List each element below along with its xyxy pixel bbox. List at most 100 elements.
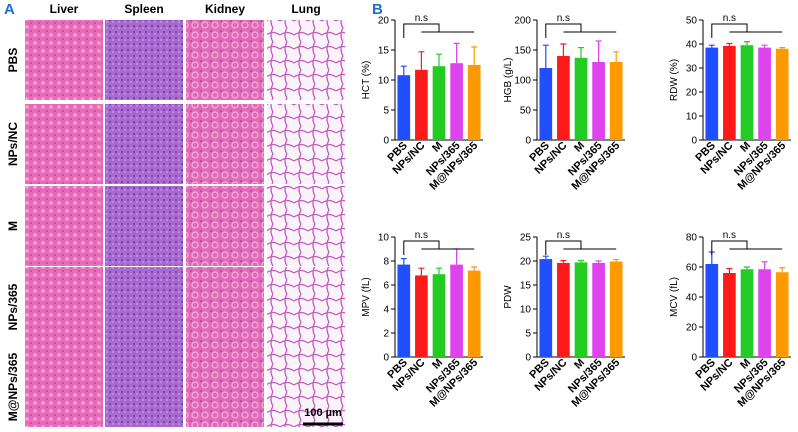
y-tick-label: 60: [686, 263, 698, 274]
bar: [723, 273, 736, 357]
y-tick-label: 10: [520, 305, 532, 316]
significance-label: n.s: [415, 230, 428, 241]
error-bar: [560, 259, 567, 263]
y-tick-label: 50: [686, 16, 698, 27]
histology-image: [267, 20, 345, 100]
error-bar: [560, 43, 567, 56]
error-bar: [542, 255, 549, 260]
error-bar: [779, 267, 786, 273]
bar: [758, 269, 771, 357]
error-bar: [595, 260, 602, 263]
panel-label: A: [4, 1, 15, 18]
error-bar: [471, 266, 478, 271]
column-label: Spleen: [124, 2, 163, 16]
y-axis-label: MPV (fL): [361, 277, 372, 316]
error-bar: [595, 40, 602, 62]
y-tick-label: 0: [525, 136, 531, 147]
row-label: M: [6, 221, 20, 231]
bar: [539, 68, 553, 140]
y-tick-label: 0: [691, 136, 697, 147]
y-tick-label: 100: [514, 76, 531, 87]
y-tick-label: 25: [520, 233, 532, 244]
significance-bracket: [403, 23, 475, 38]
column-label: Liver: [50, 2, 79, 16]
bar: [415, 275, 428, 357]
error-bar: [436, 267, 442, 275]
bar: [592, 62, 605, 140]
histology-image: [105, 20, 183, 100]
histology-image: [105, 347, 183, 427]
error-bar: [708, 44, 715, 48]
y-tick-label: 80: [686, 233, 698, 244]
histology-image: [267, 267, 345, 347]
histology-image: [186, 347, 264, 427]
significance-bracket: [403, 240, 475, 255]
error-bar: [400, 65, 407, 76]
error-bar: [613, 258, 620, 262]
y-tick-label: 6: [383, 281, 389, 292]
y-tick-label: 200: [514, 16, 531, 27]
y-tick-label: 2: [383, 329, 389, 340]
histology-image: [267, 347, 345, 427]
histology-image: [186, 267, 264, 347]
bar: [467, 65, 481, 140]
bar: [557, 262, 570, 357]
significance-bracket: [711, 240, 783, 255]
error-bar: [744, 41, 750, 46]
error-bar: [436, 53, 442, 67]
histology-image: [25, 20, 103, 100]
error-bar: [453, 42, 460, 64]
significance-bracket: [545, 240, 617, 255]
y-tick-label: 20: [686, 88, 698, 99]
histology-image: [186, 186, 264, 266]
histology-image: [25, 347, 103, 427]
error-bar: [400, 258, 407, 265]
error-bar: [613, 51, 620, 62]
histology-image: [25, 267, 103, 347]
y-axis-label: RDW (%): [669, 59, 680, 101]
column-label: Kidney: [205, 2, 245, 16]
scale-bar-label: 100 µm: [304, 407, 342, 419]
significance-bracket: [545, 23, 617, 38]
row-label: M@NPs/365: [6, 352, 20, 421]
histology-image: [186, 20, 264, 100]
histology-image: [105, 104, 183, 184]
histology-image: [267, 104, 345, 184]
bar: [432, 66, 446, 140]
y-tick-label: 40: [686, 40, 698, 51]
row-label: NPs/365: [6, 283, 20, 330]
y-tick-label: 0: [525, 353, 531, 364]
y-tick-label: 40: [686, 293, 698, 304]
y-tick-label: 4: [383, 305, 389, 316]
y-axis-label: MCV (fL): [669, 277, 680, 317]
histology-image: [25, 104, 103, 184]
error-bar: [726, 42, 733, 46]
significance-label: n.s: [415, 13, 428, 24]
bar: [775, 272, 789, 357]
bar: [609, 261, 623, 357]
y-axis-label: HGB (g/L): [503, 57, 514, 102]
error-bar: [453, 248, 460, 265]
y-tick-label: 10: [378, 233, 390, 244]
y-tick-label: 0: [383, 353, 389, 364]
y-tick-label: 20: [520, 257, 532, 268]
y-axis-label: HCT (%): [361, 61, 372, 100]
error-bar: [578, 259, 584, 263]
y-tick-label: 20: [378, 16, 390, 27]
significance-label: n.s: [723, 230, 736, 241]
bar: [740, 45, 754, 141]
error-bar: [418, 267, 425, 276]
y-tick-label: 150: [514, 46, 531, 57]
bar: [705, 47, 719, 140]
y-tick-label: 10: [686, 112, 698, 123]
y-tick-label: 15: [378, 46, 390, 57]
panel-label: B: [372, 1, 383, 18]
y-tick-label: 0: [383, 136, 389, 147]
bar: [775, 48, 789, 140]
bar: [723, 45, 736, 140]
error-bar: [779, 47, 786, 49]
error-bar: [578, 47, 584, 58]
row-label: NPs/NC: [6, 122, 20, 166]
error-bar: [726, 267, 733, 273]
